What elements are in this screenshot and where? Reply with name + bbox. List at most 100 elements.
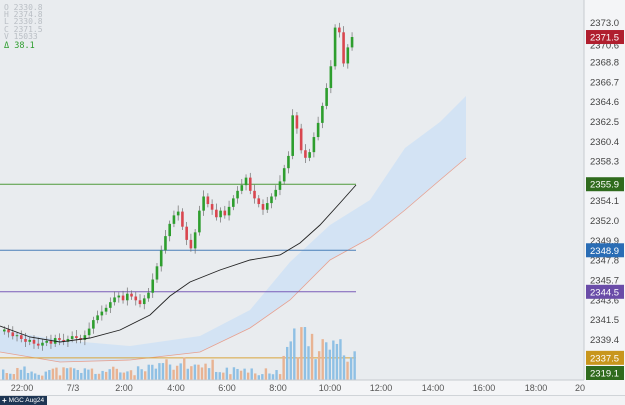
volume-bar — [104, 371, 108, 380]
volume-bar — [342, 355, 346, 380]
candle-body — [295, 115, 299, 129]
candle-body — [83, 335, 87, 340]
volume-bar — [48, 370, 51, 380]
volume-bar — [158, 363, 161, 380]
candle-body — [248, 177, 252, 191]
candle-body — [312, 137, 316, 153]
ohlc-readout: O 2330.8 H 2374.8 L 2330.8 C 2371.5 V 15… — [4, 3, 43, 52]
candle-body — [117, 295, 121, 298]
price-tick-label: 2352.0 — [590, 216, 619, 227]
volume-bar — [12, 374, 16, 380]
volume-bar — [307, 346, 310, 380]
volume-bar — [19, 369, 23, 380]
volume-bar — [55, 367, 58, 380]
volume-bar — [154, 368, 158, 380]
add-icon[interactable]: + — [2, 396, 7, 405]
price-tick-label: 2345.7 — [590, 275, 619, 286]
candle-body — [270, 196, 273, 204]
volume-bar — [211, 359, 214, 380]
volume-bar — [5, 373, 8, 380]
volume-bar — [65, 368, 69, 380]
time-tick-label: 8:00 — [269, 383, 287, 393]
candle-body — [325, 87, 328, 106]
cloud-lower-edge — [0, 157, 467, 363]
price-tick-label: 2343.6 — [590, 295, 619, 306]
volume-bar — [115, 368, 118, 380]
candle-body — [70, 336, 74, 339]
time-tick-label: 12:00 — [370, 383, 393, 393]
candle-body — [198, 210, 201, 233]
volume-bar — [339, 339, 342, 380]
volume-bar — [207, 368, 211, 380]
volume-bar — [51, 368, 55, 380]
volume-bar — [190, 366, 193, 380]
volume-bar — [197, 364, 200, 380]
volume-bar — [282, 355, 285, 380]
volume-bar — [119, 372, 122, 380]
volume-bar — [58, 375, 62, 380]
price-tick-label: 2370.6 — [590, 41, 619, 52]
candle-body — [58, 338, 61, 340]
time-axis-background — [0, 380, 625, 395]
volume-bar — [328, 349, 331, 380]
price-badge — [586, 350, 624, 365]
candle-body — [219, 210, 222, 218]
candle-body — [236, 190, 239, 199]
candle-body — [291, 115, 294, 156]
price-badge — [586, 284, 624, 299]
price-badge-label: 2344.5 — [590, 287, 619, 298]
price-tick-label: 2347.8 — [590, 256, 619, 267]
volume-bar — [101, 370, 104, 380]
volume-bar — [278, 374, 282, 380]
candle-body — [172, 215, 176, 224]
price-tick-label: 2339.4 — [590, 335, 619, 346]
candle-body — [87, 328, 91, 336]
candle-body — [282, 168, 286, 182]
candle-body — [32, 339, 36, 344]
volume-bar — [69, 367, 72, 380]
candle-body — [215, 209, 218, 218]
candle-body — [350, 37, 354, 48]
time-tick-label: 10:00 — [319, 383, 342, 393]
volume-bar — [175, 365, 179, 380]
time-tick-label: 2:00 — [115, 383, 133, 393]
candle-body — [227, 206, 231, 216]
volume-bar — [314, 359, 317, 380]
volume-bar — [33, 373, 37, 380]
candle-body — [244, 177, 248, 186]
cloud-area — [0, 96, 466, 362]
candle-body — [274, 189, 278, 197]
candle-body — [329, 66, 333, 88]
price-tick-label: 2341.5 — [590, 315, 619, 326]
volume-bar — [23, 366, 26, 380]
time-tick-label: 4:00 — [167, 383, 185, 393]
volume-bar — [76, 369, 79, 380]
volume-bar — [243, 368, 246, 380]
change-value: Δ 38.1 — [4, 41, 35, 52]
price-badge-label: 2337.5 — [590, 353, 619, 364]
symbol-tab[interactable]: + MGC Aug24 — [0, 396, 48, 405]
candle-body — [278, 181, 282, 190]
candle-body — [41, 342, 44, 346]
volume-bar — [303, 327, 307, 380]
candle-body — [299, 128, 303, 151]
volume-bar — [193, 364, 197, 380]
volume-bar — [136, 366, 140, 380]
volume-bar — [26, 373, 30, 380]
candle-body — [11, 332, 15, 337]
candle-body — [130, 293, 133, 297]
candle-body — [109, 302, 112, 308]
candle-body — [253, 190, 256, 199]
candle-body — [308, 152, 311, 158]
volume-bar — [222, 372, 225, 380]
volume-bar — [215, 371, 218, 380]
volume-bar — [161, 363, 165, 380]
volume-bar — [183, 357, 186, 380]
moving-average-line — [0, 184, 357, 343]
price-tick-label: 2364.6 — [590, 97, 619, 108]
candle-body — [62, 339, 65, 342]
volume-bar — [268, 373, 271, 380]
price-badge-label: 2348.9 — [590, 246, 619, 257]
volume-bar — [186, 368, 189, 380]
